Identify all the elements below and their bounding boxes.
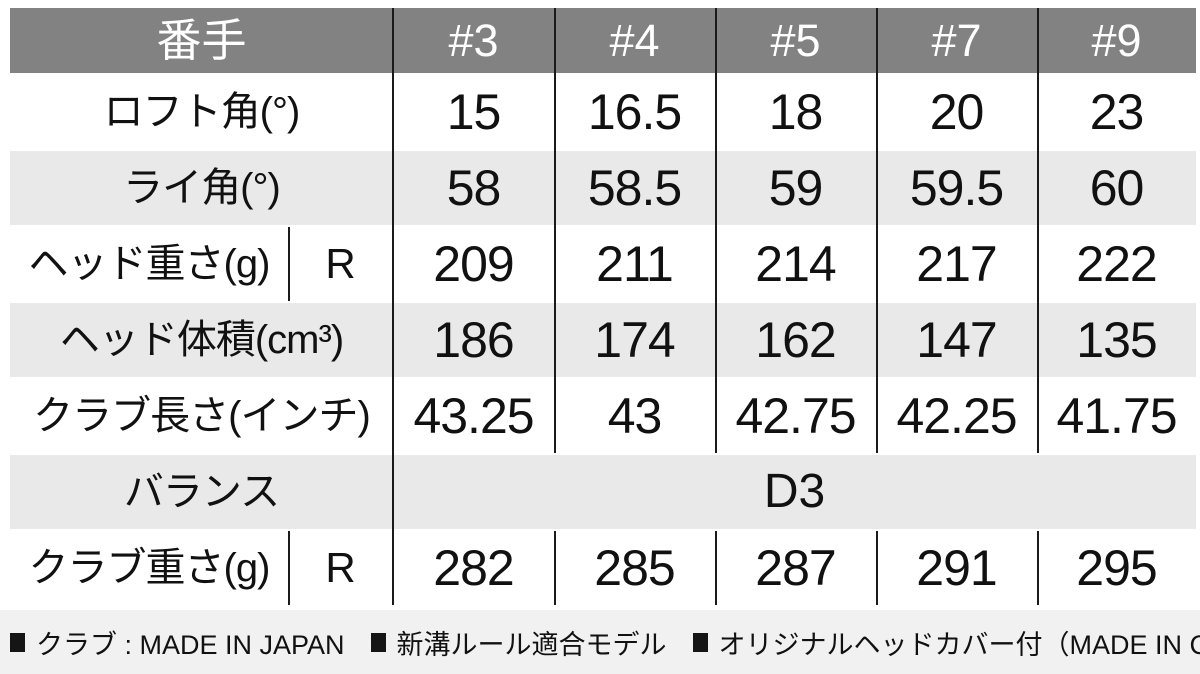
club-weight-value: 295 (1076, 540, 1157, 596)
header-cell-club-3: #3 (393, 8, 554, 73)
column-divider (1037, 531, 1039, 605)
bullet-square-icon (10, 632, 25, 652)
lie-value: 58.5 (554, 151, 715, 225)
loft-value: 18 (768, 84, 824, 140)
lie-value: 60 (1037, 151, 1196, 225)
row-label-loft: ロフト角(°) (103, 90, 301, 134)
footnotes-bar: クラブ : MADE IN JAPAN 新溝ルール適合モデル オリジナルヘッドカ… (0, 610, 1200, 674)
club-spec-table: 番手 #3 #4 #5 #7 #9 ロフト角(°) 15 16.5 18 20 … (10, 8, 1196, 605)
footnote-groove-rule: 新溝ルール適合モデル (370, 623, 667, 662)
column-divider (876, 531, 878, 605)
header-cell-club-number: 番手 (10, 8, 393, 73)
row-label-club-length: クラブ長さ(インチ) (33, 394, 371, 438)
row-label-head-volume: ヘッド体積(cm³) (10, 303, 393, 377)
head-volume-value: 135 (1037, 303, 1196, 377)
row-label-balance: バランス (10, 455, 393, 529)
head-weight-flex: R (325, 240, 356, 287)
head-volume-value: 174 (554, 303, 715, 377)
club-length-value: 43 (607, 388, 663, 444)
club-length-value: 42.25 (896, 388, 1017, 444)
header-cell-club-7: #7 (876, 8, 1037, 73)
row-label-lie: ライ角(°) (10, 151, 393, 225)
loft-value: 16.5 (587, 84, 682, 140)
loft-value: 23 (1089, 84, 1145, 140)
head-volume-value: 147 (876, 303, 1037, 377)
row-label-club-weight: クラブ重さ(g) (28, 546, 271, 590)
column-divider (554, 531, 556, 605)
label-column-divider (392, 8, 394, 605)
column-divider (1037, 8, 1039, 453)
header-cell-club-4: #4 (554, 8, 715, 73)
head-volume-value: 186 (393, 303, 554, 377)
header-cell-club-5: #5 (715, 8, 876, 73)
club-weight-value: 285 (594, 540, 675, 596)
head-weight-value: 222 (1076, 236, 1157, 292)
footnote-headcover: オリジナルヘッドカバー付（MADE IN CHINA） (692, 623, 1200, 662)
lie-value: 58 (393, 151, 554, 225)
club-weight-value: 282 (433, 540, 514, 596)
lie-value: 59.5 (876, 151, 1037, 225)
column-divider (715, 531, 717, 605)
footnote-made-in-japan: クラブ : MADE IN JAPAN (10, 623, 345, 662)
club-length-value: 42.75 (735, 388, 856, 444)
column-divider (876, 8, 878, 453)
head-weight-value: 211 (596, 236, 674, 292)
flex-sub-divider (288, 227, 290, 301)
bullet-square-icon (370, 632, 386, 652)
header-cell-club-9: #9 (1037, 8, 1196, 73)
club-length-value: 43.25 (413, 388, 534, 444)
club-weight-value: 291 (916, 540, 997, 596)
head-weight-value: 214 (755, 236, 836, 292)
column-divider (554, 8, 556, 453)
head-weight-value: 209 (433, 236, 514, 292)
head-weight-value: 217 (916, 236, 997, 292)
footnote-text: クラブ : MADE IN JAPAN (36, 629, 345, 660)
flex-sub-divider (288, 531, 290, 605)
row-label-head-weight: ヘッド重さ(g) (28, 242, 271, 286)
head-volume-value: 162 (715, 303, 876, 377)
lie-value: 59 (715, 151, 876, 225)
club-weight-flex: R (325, 544, 356, 591)
footnote-text: オリジナルヘッドカバー付（MADE IN CHINA） (718, 629, 1200, 660)
loft-value: 15 (446, 84, 502, 140)
club-weight-value: 287 (755, 540, 836, 596)
club-length-value: 41.75 (1056, 388, 1177, 444)
balance-value: D3 (393, 455, 1196, 529)
column-divider (715, 8, 717, 453)
loft-value: 20 (929, 84, 985, 140)
footnote-text: 新溝ルール適合モデル (396, 629, 667, 660)
bullet-square-icon (692, 632, 708, 652)
